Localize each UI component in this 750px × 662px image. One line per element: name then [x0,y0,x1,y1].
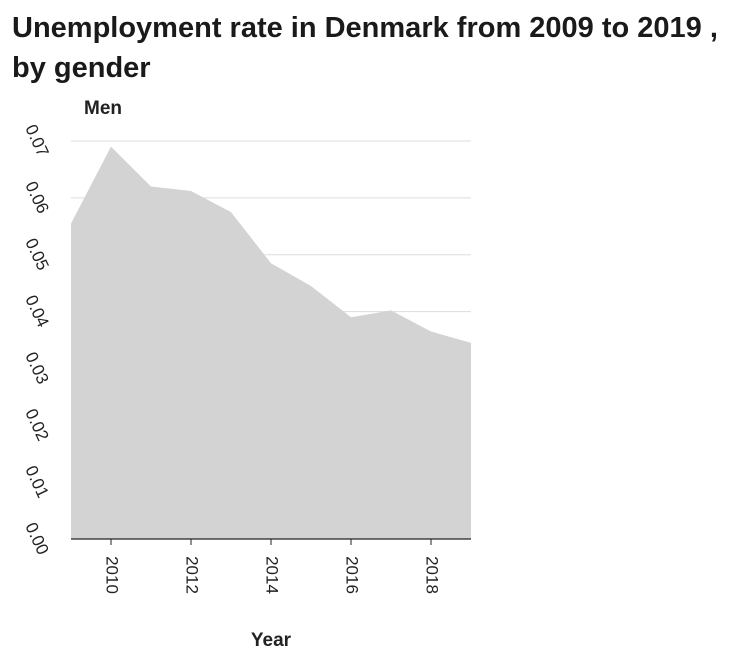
x-tick-label: 2014 [263,556,282,594]
y-tick-label: 0.05 [21,235,52,273]
chart-title: Unemployment rate in Denmark from 2009 t… [12,12,718,84]
y-tick-label: 0.03 [21,349,52,387]
y-tick-label: 0.00 [21,520,52,558]
y-tick-label: 0.07 [21,122,52,160]
y-tick-label: 0.01 [21,463,52,501]
x-tick-label: 2018 [423,556,442,594]
y-tick-label: 0.04 [21,292,52,330]
series-area [71,146,471,540]
x-tick-label: 2016 [343,556,362,594]
y-tick-labels: 0.00 0.01 0.02 0.03 0.04 0.05 0.06 0.07 [21,122,52,558]
y-tick-label: 0.02 [21,406,52,444]
series-area-men [71,146,471,539]
x-tick-labels: 2010 2012 2014 2016 2018 [103,539,442,594]
x-tick-label: 2012 [183,556,202,594]
y-tick-label: 0.06 [21,178,52,216]
y-axis-label: Men [84,98,122,119]
x-axis-label: Year [251,630,292,651]
x-tick-label: 2010 [103,556,122,594]
